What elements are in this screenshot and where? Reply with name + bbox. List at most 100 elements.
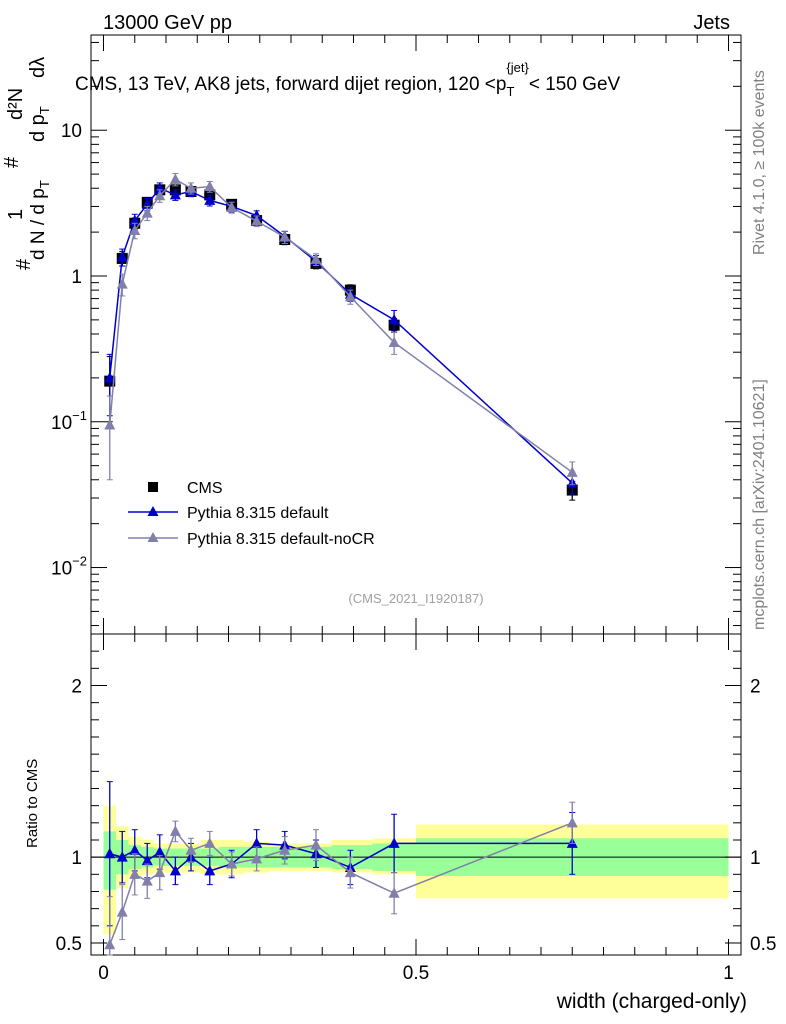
data-point — [344, 290, 356, 302]
ratio-point — [116, 906, 128, 917]
ratio-point — [185, 844, 197, 855]
ratio-point — [251, 852, 263, 864]
main-ytick-base: 10 — [51, 559, 72, 580]
ratio-point — [141, 854, 153, 866]
data-point — [141, 207, 153, 218]
series-2 — [104, 172, 578, 486]
main-ytick-exp: −1 — [72, 408, 87, 423]
main-ytick-exp: −2 — [72, 554, 87, 569]
data-point — [251, 215, 263, 226]
ratio-ytick-label-left: 1 — [71, 848, 82, 869]
ratio-xtick-label: 0 — [98, 963, 109, 984]
analysis-watermark: (CMS_2021_I1920187) — [348, 591, 483, 606]
plot-title: CMS, 13 TeV, AK8 jets, forward dijet reg… — [75, 60, 621, 99]
plot-title-sub: T — [506, 84, 514, 99]
ratio-point — [251, 837, 263, 848]
xlabel: width (charged-only) — [556, 990, 747, 1013]
ratio-point — [344, 866, 356, 878]
series-1 — [104, 182, 578, 495]
ylabel-den2: d pT — [27, 106, 52, 142]
ylabel-den2-text: d p — [27, 114, 49, 142]
plot-title-sup: {jet} — [506, 60, 529, 75]
data-point — [566, 466, 578, 477]
legend: CMS Pythia 8.315 default Pythia 8.315 de… — [128, 480, 375, 548]
plot-title-post: < 150 GeV — [529, 74, 621, 95]
data-point — [185, 182, 197, 193]
data-point — [226, 201, 238, 213]
ratio-panel: 0.5 0.5 1 1 2 2 0 0.5 1 — [56, 633, 776, 984]
ratio-point — [104, 938, 116, 950]
data-point — [310, 253, 322, 264]
data-point — [104, 371, 116, 383]
ratio-xtick-label: 0.5 — [403, 963, 429, 984]
ratio-point — [169, 864, 181, 876]
plot-title-pre: CMS, 13 TeV, AK8 jets, forward dijet reg… — [75, 74, 506, 95]
main-ytick-label: 1 — [71, 267, 82, 288]
ratio-point — [116, 851, 128, 862]
series-line — [109, 187, 573, 484]
data-point — [204, 194, 216, 205]
data-point — [251, 209, 263, 221]
data-point — [154, 189, 166, 201]
series-line — [109, 178, 573, 473]
ratio-ytick-label-right: 0.5 — [750, 934, 776, 955]
ylabel-lambda: dλ — [27, 57, 49, 78]
legend-label-nocr: Pythia 8.315 default-noCR — [187, 531, 375, 548]
ratio-point — [154, 846, 166, 857]
legend-marker-cms — [148, 482, 158, 492]
ratio-point — [566, 816, 578, 828]
legend-label-cms: CMS — [187, 480, 223, 497]
main-ytick-base: 10 — [51, 413, 72, 434]
ratio-ytick-label-left: 0.5 — [56, 934, 82, 955]
ylabel-one: 1 — [5, 209, 27, 220]
ratio-point — [388, 837, 400, 848]
ratio-point — [388, 887, 400, 898]
data-point — [388, 313, 400, 325]
data-point — [279, 231, 291, 242]
ylabel-hash-1: # — [13, 258, 35, 270]
data-point — [169, 188, 181, 200]
main-ytick-label: 10−2 — [51, 554, 87, 580]
data-point — [388, 336, 400, 347]
series-0 — [104, 184, 578, 501]
ratio-point — [204, 864, 216, 876]
ylabel-den-text: d N / d p — [28, 188, 49, 260]
ratio-ytick-label-right: 2 — [750, 676, 761, 697]
header-left: 13000 GeV pp — [103, 12, 232, 34]
ratio-ylabel: Ratio to CMS — [24, 759, 41, 848]
data-point — [104, 419, 116, 430]
data-point — [116, 250, 128, 262]
ratio-ytick-label-right: 1 — [750, 848, 761, 869]
main-ylabel: # 1 d N / d pT # d²N d pT dλ — [1, 57, 52, 270]
data-point — [169, 173, 181, 184]
main-ytick-label: 10 — [61, 121, 82, 142]
ratio-point — [154, 866, 166, 878]
ratio-xtick-label: 1 — [723, 963, 734, 984]
ratio-point — [129, 868, 141, 879]
mcplots-label: mcplots.cern.ch [arXiv:2401.10621] — [751, 379, 768, 630]
ratio-series-1 — [104, 801, 578, 956]
ratio-point — [204, 837, 216, 848]
ratio-point — [279, 844, 291, 855]
rivet-label: Rivet 4.1.0, ≥ 100k events — [751, 70, 768, 255]
ylabel-hash-2: # — [1, 156, 23, 168]
data-point — [129, 224, 141, 236]
ratio-point — [169, 825, 181, 836]
legend-marker-default — [147, 506, 159, 516]
ratio-frame — [90, 633, 742, 956]
legend-label-default: Pythia 8.315 default — [187, 505, 329, 522]
ylabel-den: d N / d pT — [28, 180, 52, 260]
ratio-point — [310, 839, 322, 850]
ylabel-den2-sub: T — [37, 106, 52, 114]
ratio-point — [104, 847, 116, 859]
data-point — [116, 278, 128, 289]
main-ytick-label: 10−1 — [51, 408, 87, 434]
header-right: Jets — [693, 12, 730, 34]
legend-marker-nocr — [147, 532, 159, 542]
data-point — [129, 214, 141, 226]
ratio-point — [141, 875, 153, 886]
data-point — [204, 180, 216, 192]
